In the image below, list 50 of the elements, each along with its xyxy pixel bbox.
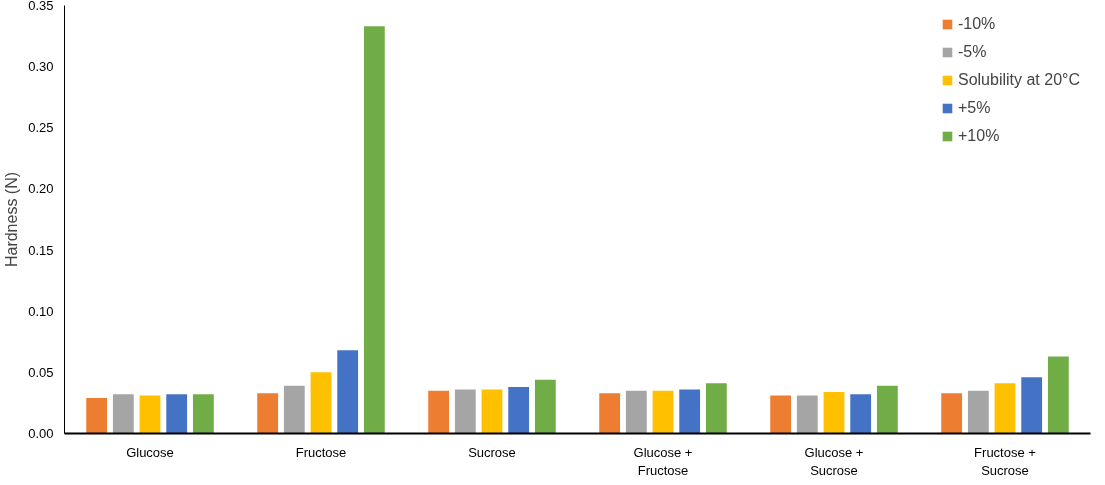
bar <box>679 389 701 434</box>
bar <box>705 383 727 434</box>
legend-label: +10% <box>957 127 1000 145</box>
bar <box>257 393 279 434</box>
x-tick-label: Glucose + Sucrose <box>804 444 864 478</box>
x-tick-label: Fructose + Sucrose <box>974 444 1036 478</box>
bar <box>796 395 818 434</box>
bar <box>481 389 503 434</box>
bar <box>192 394 214 434</box>
x-tick-label: Sucrose <box>468 444 516 460</box>
bar <box>337 350 359 434</box>
y-tick-label: 0.20 <box>28 181 54 197</box>
y-tick-label: 0.25 <box>28 120 54 136</box>
bar <box>876 385 898 434</box>
bar <box>363 26 385 434</box>
y-tick-label: 0.35 <box>28 0 54 13</box>
bar <box>534 379 556 434</box>
y-tick-label: 0.15 <box>28 242 54 258</box>
bar <box>112 394 134 434</box>
bar <box>967 390 989 434</box>
bar <box>850 394 872 434</box>
y-tick-label: 0.10 <box>28 303 54 319</box>
bar <box>310 372 332 434</box>
y-axis-title: Hardness (N) <box>3 171 21 268</box>
bar <box>454 389 476 434</box>
bar <box>1021 377 1043 434</box>
y-tick-label: 0.00 <box>28 426 54 441</box>
bar <box>770 395 792 434</box>
legend-label: -10% <box>957 15 996 33</box>
legend-label: +5% <box>957 99 991 117</box>
y-tick-label: 0.30 <box>28 59 54 75</box>
y-tick-label: 0.05 <box>28 364 54 380</box>
bar <box>599 393 621 434</box>
bar <box>139 395 161 434</box>
bar <box>625 390 647 434</box>
x-tick-label: Glucose + Fructose <box>633 444 693 478</box>
legend-label: -5% <box>957 43 987 61</box>
x-tick-label: Fructose <box>295 444 347 460</box>
bar <box>1047 356 1069 434</box>
bar <box>428 390 450 434</box>
bar <box>941 393 963 434</box>
bar <box>283 385 305 434</box>
bar <box>994 383 1016 434</box>
bar <box>652 390 674 434</box>
bar <box>823 391 845 434</box>
bar <box>166 394 188 434</box>
legend-label: Solubility at 20°C <box>957 71 1080 89</box>
bar <box>508 387 530 434</box>
x-tick-label: Glucose <box>126 444 174 460</box>
bar <box>86 398 108 434</box>
